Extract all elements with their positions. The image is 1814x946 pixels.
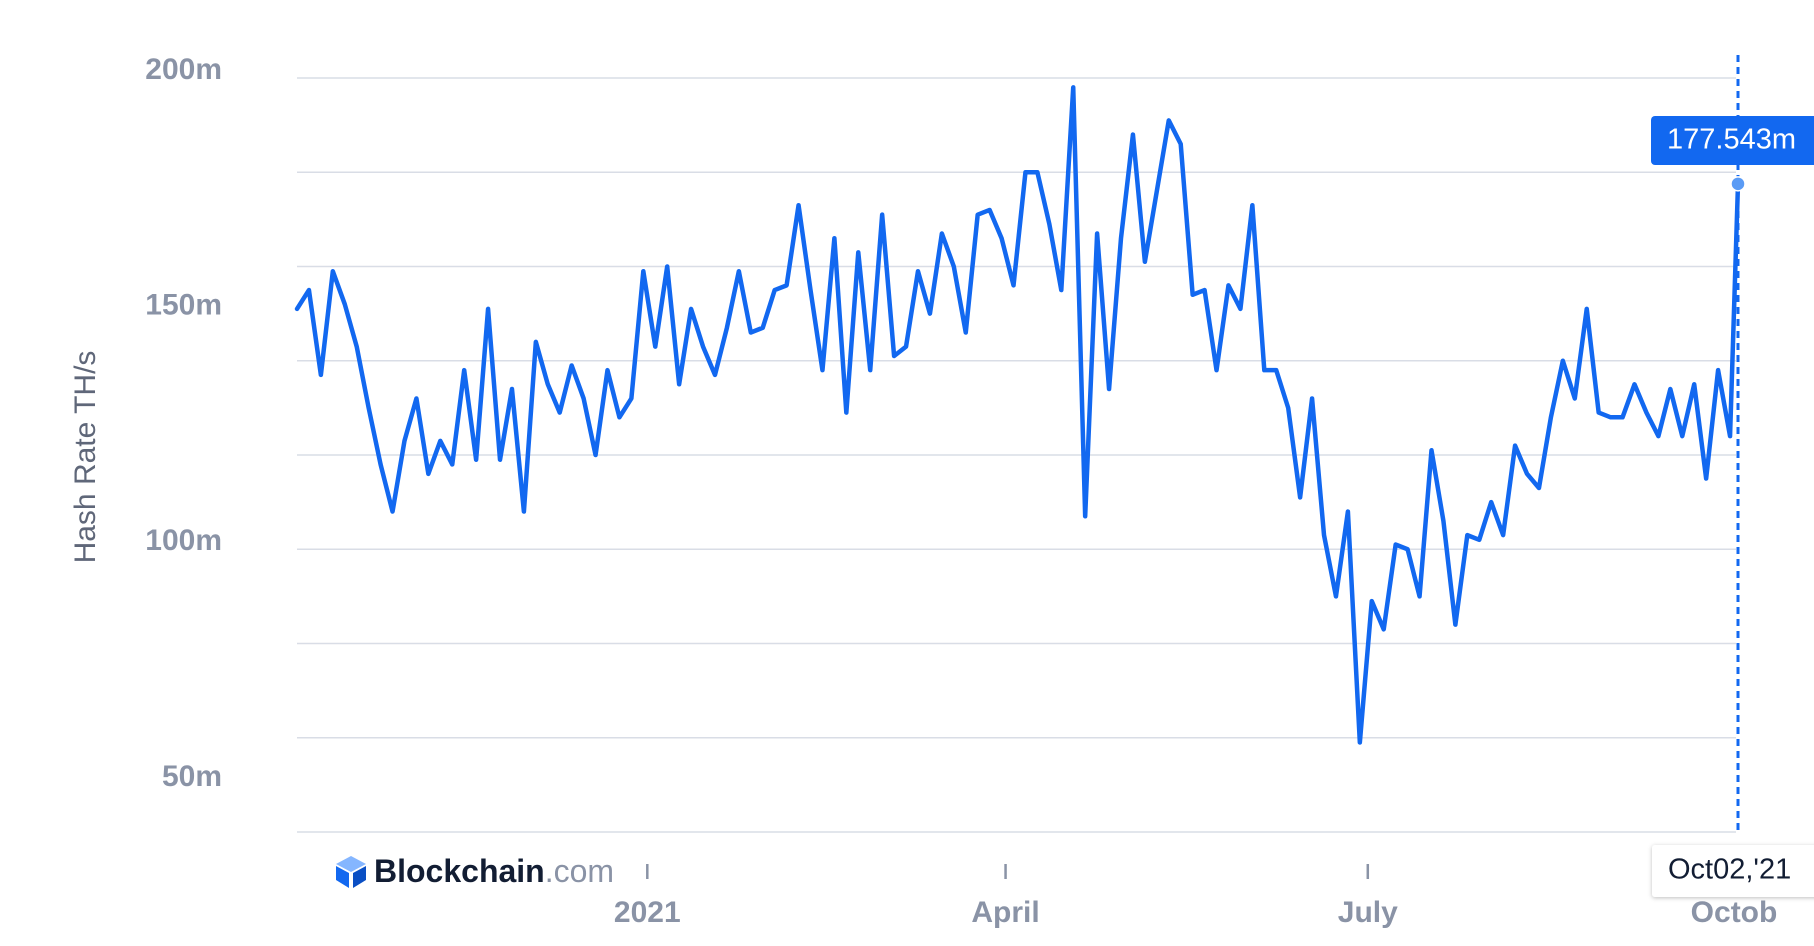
logo-icon [353,866,366,888]
logo-icon [336,856,366,872]
logo-text: Blockchain.com [374,853,614,889]
x-tick-label: April [971,896,1039,929]
y-tick-label: 50m [162,760,222,793]
y-tick-label: 150m [145,289,222,322]
y-tick-label: 100m [145,524,222,557]
logo-name: Blockchain [374,853,545,889]
x-tick-label: 2021 [614,896,681,929]
logo-icon [336,866,349,888]
tooltip-box [1651,116,1814,165]
y-axis-title: Hash Rate TH/s [69,351,102,564]
x-tick-label: July [1338,896,1398,929]
x-tick-label: Octob [1691,896,1778,929]
logo-suffix: .com [545,853,614,889]
data-line [294,85,1741,745]
tooltip-value: 177.543m [1667,124,1796,156]
point-marker [1730,176,1746,192]
y-tick-label: 200m [145,53,222,86]
date-label: Oct02,'21 [1668,854,1791,886]
date-box [1652,845,1814,897]
logo: Blockchain.com [336,853,614,889]
